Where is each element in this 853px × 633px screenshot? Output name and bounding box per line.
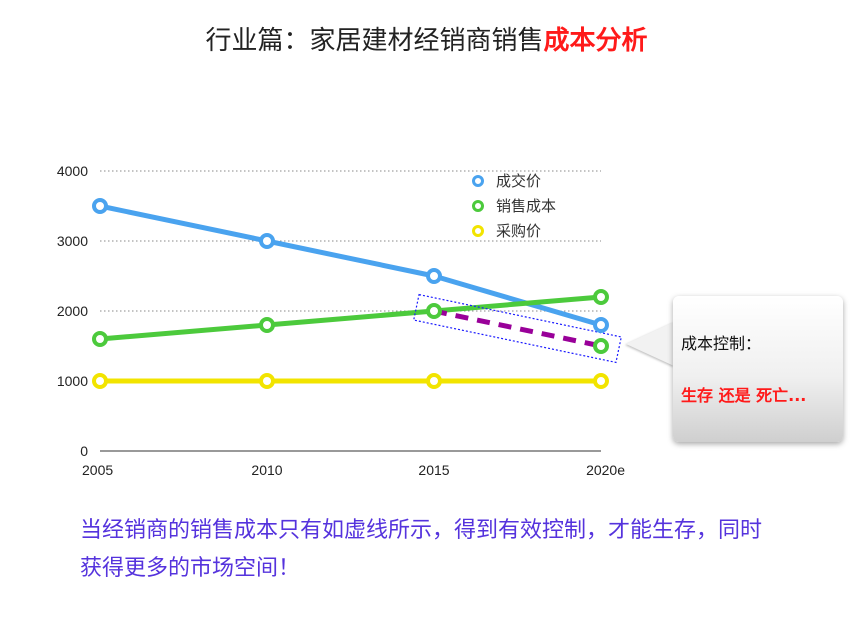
data-point <box>259 317 275 333</box>
projection-dashed-line <box>433 308 602 349</box>
data-point <box>92 331 108 347</box>
y-tick-label: 0 <box>80 443 88 459</box>
series-line <box>99 294 602 342</box>
page-title: 行业篇：家居建材经销商销售成本分析 <box>0 20 853 57</box>
projection-group <box>413 293 622 364</box>
data-point <box>92 373 108 389</box>
projection-point <box>593 338 609 354</box>
data-point <box>593 317 609 333</box>
legend-label: 采购价 <box>496 222 541 240</box>
title-main: 行业篇：家居建材经销商销售 <box>205 26 544 56</box>
callout-line2: 生存 还是 死亡... <box>681 386 807 405</box>
legend-label: 销售成本 <box>496 197 556 215</box>
x-tick-label: 2005 <box>82 462 113 478</box>
y-tick-label: 3000 <box>57 233 88 249</box>
data-point <box>92 198 108 214</box>
y-tick-label: 2000 <box>57 303 88 319</box>
y-tick-label: 1000 <box>57 373 88 389</box>
callout-line1: 成本控制： <box>681 334 762 353</box>
title-highlight: 成本分析 <box>543 26 648 56</box>
line-chart: 0 1000 2000 3000 4000 2005 2010 2015 2020e 成交价销售… <box>57 163 625 478</box>
legend-marker <box>472 225 484 237</box>
data-point <box>259 233 275 249</box>
y-tick-label: 4000 <box>57 163 88 179</box>
chart-series <box>92 198 622 389</box>
data-point <box>426 268 442 284</box>
legend-label: 成交价 <box>496 172 541 190</box>
projection-highlight-box <box>413 293 622 364</box>
callout-box: 成本控制： 生存 还是 死亡... <box>673 296 843 442</box>
x-tick-label: 2020e <box>586 462 625 478</box>
x-tick-label: 2015 <box>418 462 449 478</box>
data-point <box>593 373 609 389</box>
series-line <box>99 203 602 328</box>
data-point <box>426 373 442 389</box>
chart-axis: 0 1000 2000 3000 4000 2005 2010 2015 2020e <box>57 163 625 478</box>
legend-marker <box>472 175 484 187</box>
footnote-text: 当经销商的销售成本只有如虚线所示，得到有效控制，才能生存，同时获得更多的市场空间… <box>80 518 763 581</box>
x-tick-label: 2010 <box>251 462 282 478</box>
legend-marker <box>472 200 484 212</box>
data-point <box>259 373 275 389</box>
callout-tail <box>626 322 674 366</box>
data-point <box>593 289 609 305</box>
data-point <box>426 303 442 319</box>
